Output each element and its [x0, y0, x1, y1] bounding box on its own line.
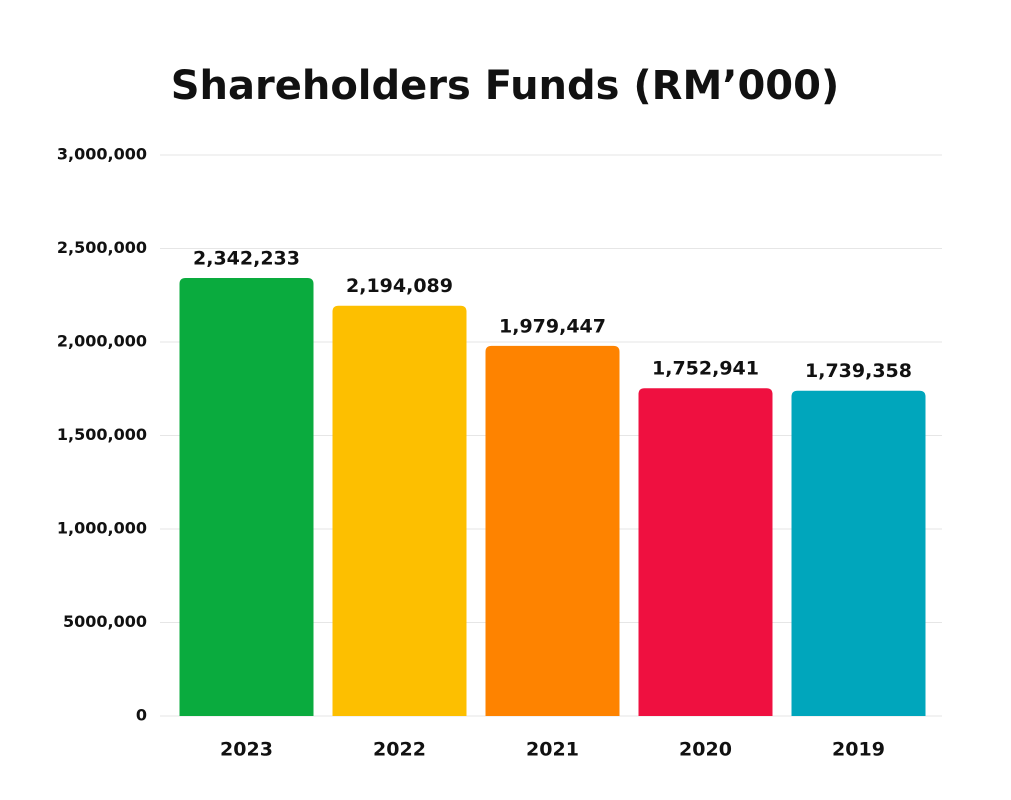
- y-tick-label: 2,000,000: [57, 332, 147, 351]
- value-label: 2,194,089: [346, 275, 453, 297]
- bar: [638, 388, 773, 716]
- bar: [332, 305, 467, 716]
- x-tick-label: 2020: [679, 739, 732, 761]
- y-tick-label: 2,500,000: [57, 238, 147, 257]
- chart-title: Shareholders Funds (RM’000): [171, 63, 840, 109]
- bar: [485, 345, 620, 716]
- x-tick-label: 2019: [832, 739, 885, 761]
- x-tick-label: 2021: [526, 739, 579, 761]
- y-tick-label: 1,500,000: [57, 425, 147, 444]
- y-tick-label: 1,000,000: [57, 519, 147, 538]
- y-tick-label: 0: [136, 706, 147, 725]
- x-tick-label: 2023: [220, 739, 273, 761]
- value-label: 1,739,358: [805, 360, 912, 382]
- y-tick-label: 5000,000: [63, 612, 147, 631]
- value-label: 1,979,447: [499, 315, 606, 337]
- bar: [179, 278, 314, 716]
- x-tick-label: 2022: [373, 739, 426, 761]
- value-label: 1,752,941: [652, 358, 759, 380]
- bar: [791, 390, 926, 716]
- value-label: 2,342,233: [193, 248, 300, 270]
- y-tick-label: 3,000,000: [57, 145, 147, 164]
